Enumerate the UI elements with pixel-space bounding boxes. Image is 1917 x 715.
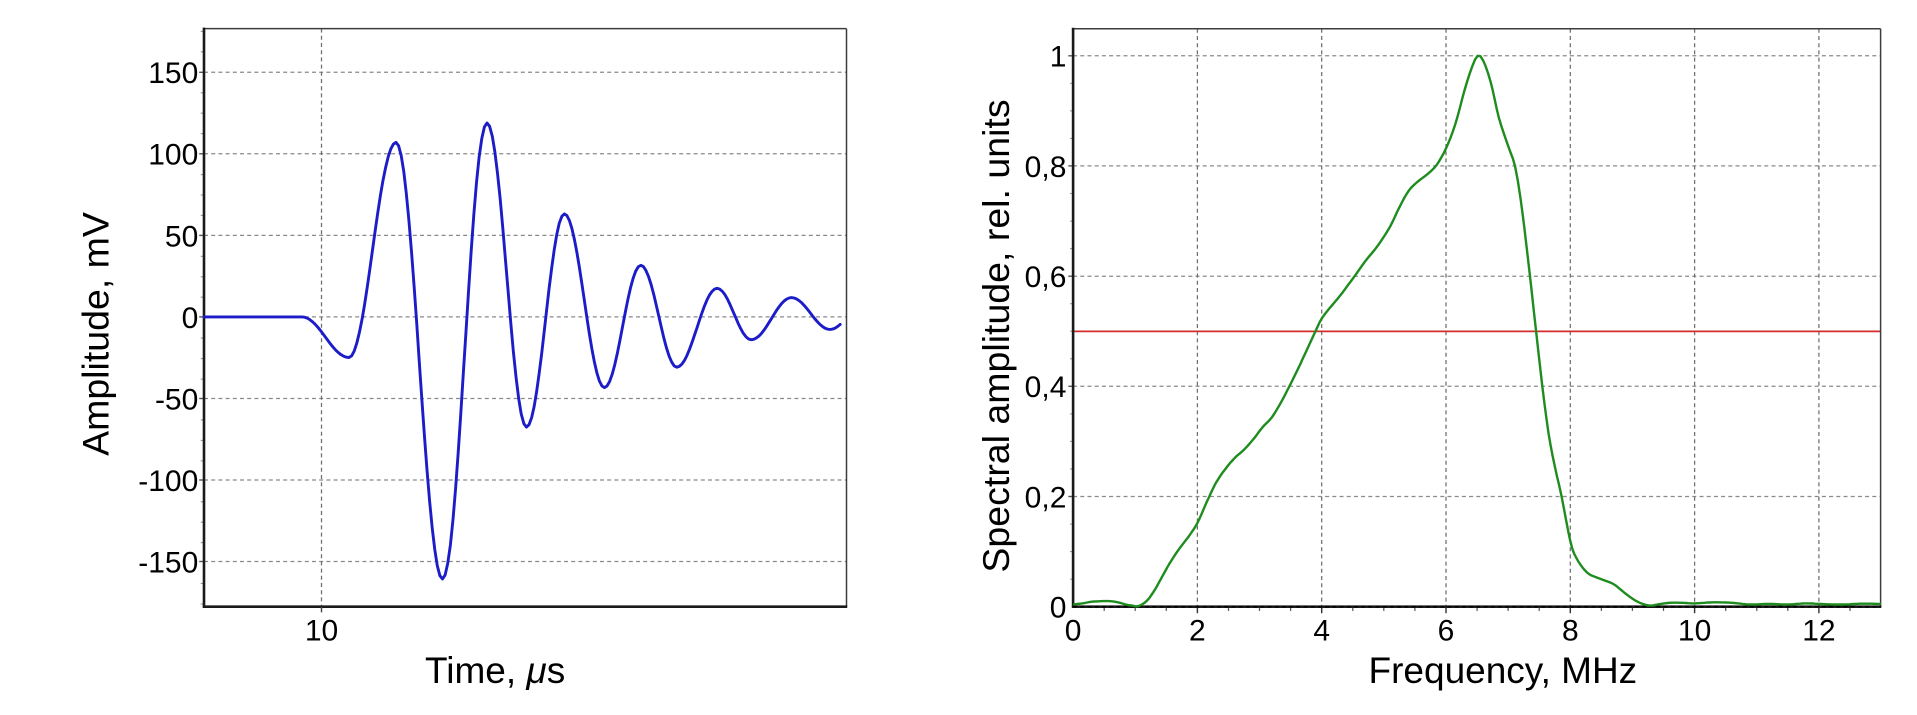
svg-text:4: 4	[1313, 614, 1330, 647]
svg-text:10: 10	[1678, 614, 1711, 647]
svg-text:10: 10	[305, 614, 338, 647]
svg-text:0,6: 0,6	[1025, 261, 1067, 294]
svg-text:8: 8	[1562, 614, 1579, 647]
svg-text:12: 12	[1802, 614, 1835, 647]
svg-text:-50: -50	[155, 383, 198, 416]
svg-text:150: 150	[148, 57, 198, 90]
svg-text:0: 0	[1050, 592, 1067, 625]
svg-text:0: 0	[1065, 614, 1082, 647]
svg-text:0,4: 0,4	[1025, 371, 1067, 404]
svg-text:100: 100	[148, 139, 198, 172]
svg-text:0,2: 0,2	[1025, 481, 1067, 514]
svg-text:0: 0	[182, 302, 199, 335]
svg-text:0,8: 0,8	[1025, 151, 1067, 184]
svg-text:50: 50	[165, 220, 198, 253]
svg-text:Time, μs: Time, μs	[425, 650, 565, 691]
svg-text:1: 1	[1050, 41, 1067, 74]
svg-text:2: 2	[1189, 614, 1206, 647]
svg-text:Frequency, MHz: Frequency, MHz	[1369, 650, 1638, 691]
svg-text:Amplitude, mV: Amplitude, mV	[74, 212, 116, 456]
svg-text:Spectral amplitude, rel. units: Spectral amplitude, rel. units	[975, 99, 1017, 572]
svg-text:-100: -100	[138, 465, 198, 498]
svg-text:-150: -150	[138, 546, 198, 579]
svg-text:6: 6	[1438, 614, 1455, 647]
